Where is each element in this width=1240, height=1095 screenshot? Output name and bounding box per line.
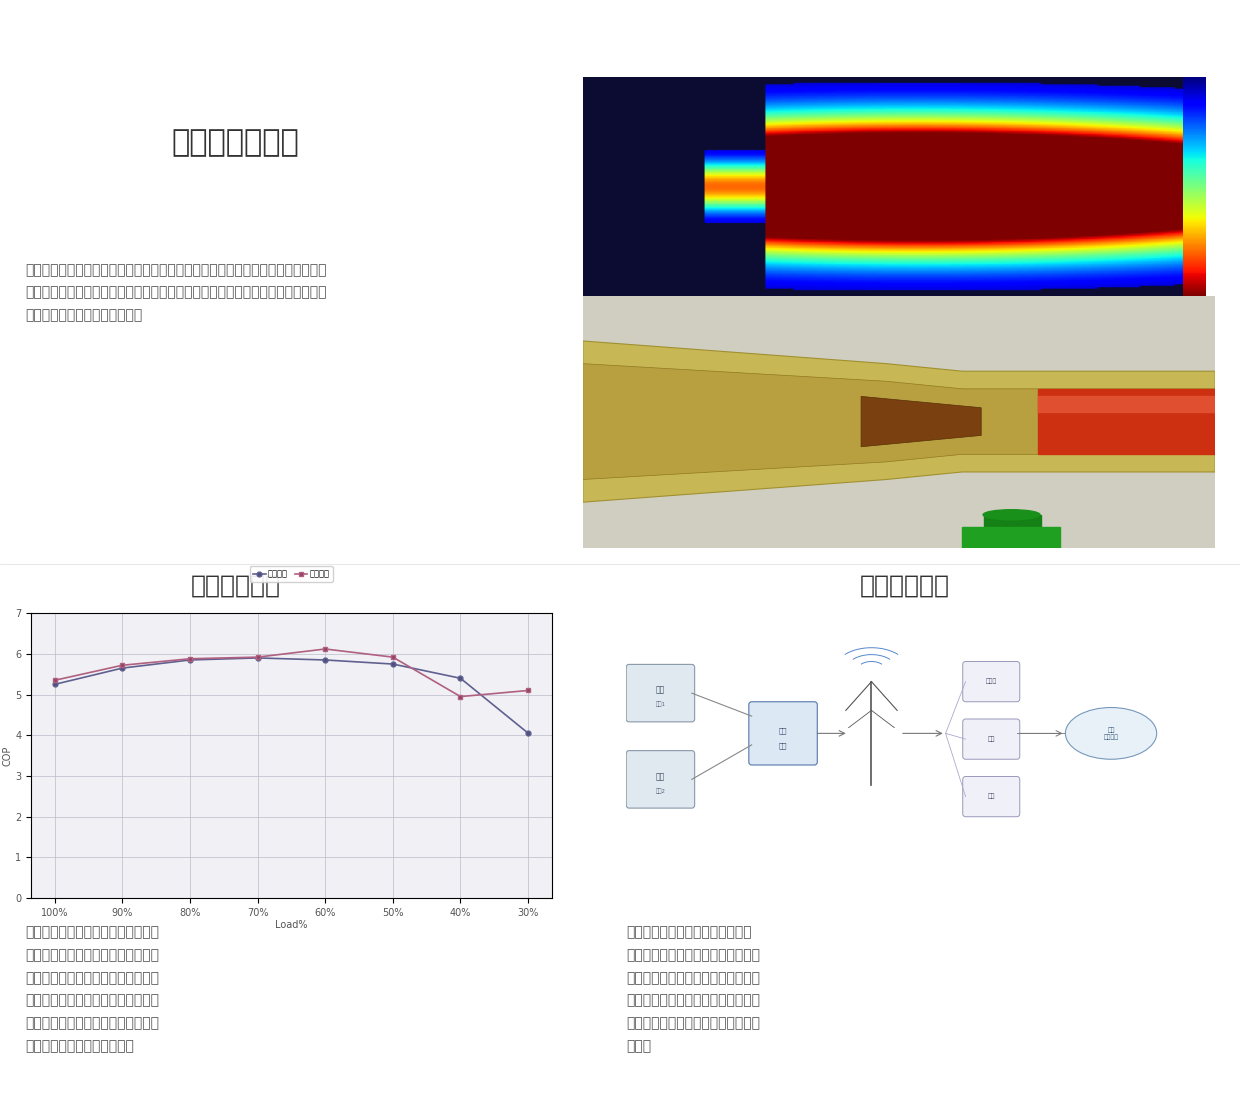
FancyBboxPatch shape — [626, 751, 694, 808]
Ellipse shape — [1065, 707, 1157, 759]
独立系统 — [250, 652, 265, 665]
并联系统 — [317, 643, 332, 656]
独立系统 — [453, 671, 467, 684]
Text: 远程智能服务: 远程智能服务 — [861, 574, 950, 598]
Polygon shape — [861, 396, 981, 447]
FancyBboxPatch shape — [962, 719, 1019, 759]
独立系统 — [47, 678, 62, 691]
Text: 引射器是一个重要的辅助回油装置，引射效果影响运行的可靠性。针对不同的引射
方式，建立引射理论模型，并进行数值模拟。当机组在恶劣回油工况运行，引射器
会自动打开，: 引射器是一个重要的辅助回油装置，引射效果影响运行的可靠性。针对不同的引射 方式，… — [25, 263, 326, 322]
FancyBboxPatch shape — [749, 702, 817, 765]
并联系统 — [182, 653, 197, 666]
独立系统 — [115, 661, 130, 675]
X-axis label: Load%: Load% — [275, 921, 308, 931]
Line: 并联系统: 并联系统 — [52, 646, 531, 699]
FancyBboxPatch shape — [626, 665, 694, 722]
独立系统 — [386, 657, 401, 670]
Text: 中心: 中心 — [779, 742, 787, 749]
Text: 控制: 控制 — [779, 727, 787, 734]
Bar — [1038, 396, 1215, 412]
Text: 单元2: 单元2 — [656, 788, 666, 794]
Text: 主机: 主机 — [656, 772, 665, 781]
Y-axis label: COP: COP — [2, 746, 12, 765]
Bar — [1038, 389, 1215, 454]
Line: 独立系统: 独立系统 — [52, 656, 531, 736]
并联系统 — [386, 650, 401, 664]
Legend: 独立系统, 并联系统: 独立系统, 并联系统 — [249, 566, 334, 581]
Text: 远程智能服务中心作为售后服务平
台，能够提供故障预警、运行诊断、
运行数据统计分析、维护保养提醒等
服务，使空调机组运行稳定，减少用
户的保养维修费用，延长机组: 远程智能服务中心作为售后服务平 台，能够提供故障预警、运行诊断、 运行数据统计分… — [626, 925, 760, 1053]
Text: 手机: 手机 — [987, 794, 994, 799]
Text: 电脑: 电脑 — [987, 736, 994, 742]
Text: 冷水机组运行时，大部分时间运行在
部分负荷，采用双压缩机系统共用一
个制冷剂回路，在部分负荷运行时效
率高；多机头机组均设置压缩机吸排
气隔离阀，其中一台压缩机: 冷水机组运行时，大部分时间运行在 部分负荷，采用双压缩机系统共用一 个制冷剂回路… — [25, 925, 159, 1053]
Text: 服务器: 服务器 — [986, 679, 997, 684]
Bar — [985, 515, 1042, 535]
Polygon shape — [583, 364, 1215, 480]
并联系统 — [47, 673, 62, 687]
Text: 单元1: 单元1 — [656, 702, 666, 707]
Text: 远程
数据中心: 远程 数据中心 — [1104, 727, 1118, 739]
Polygon shape — [583, 341, 1215, 503]
Text: 引射器辅助回油: 引射器辅助回油 — [171, 128, 300, 157]
Ellipse shape — [983, 510, 1040, 520]
独立系统 — [182, 654, 197, 667]
FancyBboxPatch shape — [962, 661, 1019, 702]
并联系统 — [453, 690, 467, 703]
Text: 主机: 主机 — [656, 685, 665, 694]
FancyBboxPatch shape — [962, 776, 1019, 817]
Text: 双机并联系统: 双机并联系统 — [191, 574, 280, 598]
并联系统 — [521, 684, 536, 698]
独立系统 — [521, 727, 536, 740]
Bar — [962, 528, 1060, 553]
并联系统 — [250, 650, 265, 664]
独立系统 — [317, 654, 332, 667]
并联系统 — [115, 659, 130, 672]
